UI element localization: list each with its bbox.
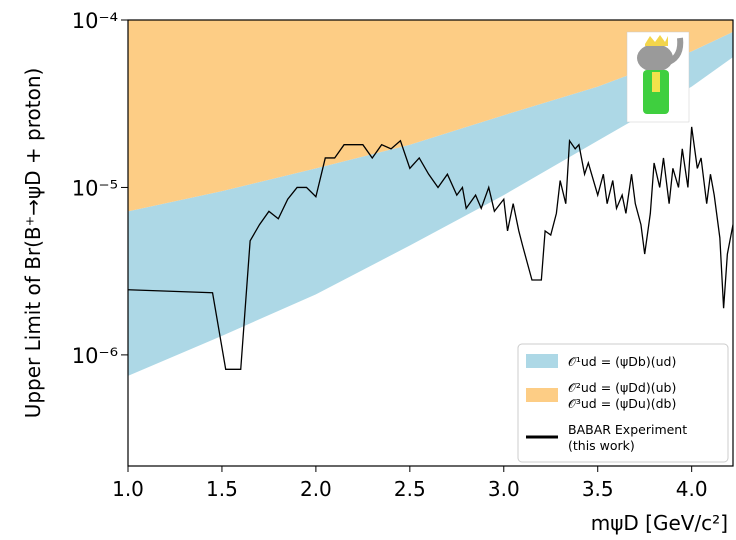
y-axis-label: Upper Limit of Br(B⁺→ψD + proton) [21, 68, 45, 419]
x-tick-label: 2.5 [394, 477, 426, 501]
legend-label: 𝒪²ud = (ψDd)(ub) [568, 380, 676, 395]
plot-frame [127, 19, 734, 467]
legend-swatch [526, 388, 558, 402]
x-tick-label: 3.5 [582, 477, 614, 501]
legend-box [517, 343, 729, 463]
lines [128, 126, 733, 370]
data-line [128, 126, 733, 370]
bands [128, 20, 733, 376]
x-tick-label: 4.0 [676, 477, 708, 501]
legend-label: BABAR Experiment [568, 422, 687, 437]
x-axis-label: mψD [GeV/c²] [591, 511, 728, 535]
x-tick-label: 3.0 [488, 477, 520, 501]
x-tick-label: 1.0 [112, 477, 144, 501]
y-tick-label: 10⁻⁵ [72, 176, 118, 200]
band [128, 20, 733, 212]
legend-swatch [526, 354, 558, 368]
legend-label: (this work) [568, 438, 635, 453]
logo [626, 31, 690, 123]
band [128, 31, 733, 376]
y-tick-label: 10⁻⁴ [72, 9, 118, 33]
legend-label: 𝒪¹ud = (ψDb)(ud) [568, 354, 676, 369]
legend-label: 𝒪³ud = (ψDu)(db) [568, 396, 676, 411]
legend: 𝒪¹ud = (ψDb)(ud) 𝒪²ud = (ψDd)(ub)𝒪³ud = (… [517, 343, 729, 463]
y-tick-label: 10⁻⁶ [72, 344, 118, 368]
x-tick-label: 2.0 [300, 477, 332, 501]
x-tick-label: 1.5 [206, 477, 238, 501]
